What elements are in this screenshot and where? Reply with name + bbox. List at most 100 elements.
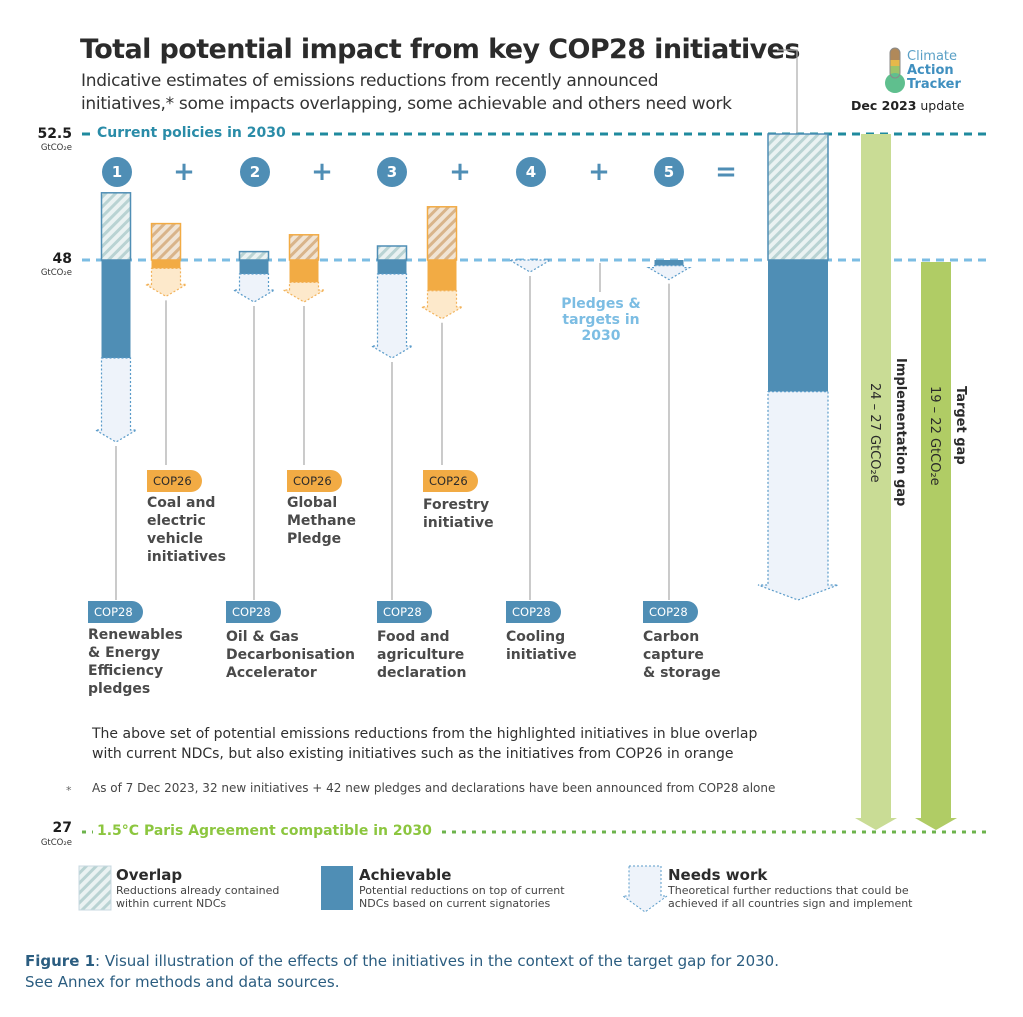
label-line: electric — [147, 513, 206, 529]
label-line: Renewables — [88, 627, 183, 643]
figure-caption: Figure 1: Visual illustration of the eff… — [25, 951, 925, 993]
label-line: vehicle — [147, 531, 203, 547]
cop28-tag: COP28 — [506, 601, 561, 623]
legend-item-needs-work: Needs work Theoretical further reduction… — [668, 866, 913, 910]
logo-line-3: Tracker — [907, 77, 961, 92]
initiative-label-renewables: Renewables & Energy Efficiency pledges — [88, 626, 183, 698]
initiative-label-ccs: Carbon capture & storage — [643, 628, 721, 682]
chart-title: Total potential impact from key COP28 in… — [80, 34, 800, 65]
target-gap-arrow — [915, 262, 957, 830]
bar-needs-work-arrow — [143, 267, 189, 298]
footnote: As of 7 Dec 2023, 32 new initiatives + 4… — [92, 781, 776, 795]
legend-item-overlap: Overlap Reductions already contained wit… — [116, 866, 279, 910]
footnote-marker: * — [66, 784, 72, 797]
update-label: Dec 2023 update — [851, 98, 964, 113]
initiative-label-coal-ev: Coal and electric vehicle initiatives — [147, 494, 226, 566]
y-label-48: 48 — [52, 251, 72, 267]
bar-overlap-segment — [426, 206, 458, 261]
label-line: Food and — [377, 629, 450, 645]
legend-desc: NDCs based on current signatories — [359, 897, 551, 910]
label-line: Forestry — [423, 497, 490, 513]
bar-achievable-segment — [239, 260, 269, 274]
label-line: Methane — [287, 513, 356, 529]
legend-swatch-achievable — [321, 866, 353, 910]
initiative-label-cooling: Cooling initiative — [506, 628, 577, 664]
bar-overlap-segment — [376, 245, 408, 261]
cop28-tag: COP28 — [226, 601, 281, 623]
update-suffix: update — [916, 98, 965, 113]
y-label-52-5: 52.5 — [37, 126, 72, 142]
initiative-number-3: 3 — [377, 157, 407, 187]
bar-achievable-segment — [427, 260, 457, 291]
implementation-gap-range: 24 – 27 GtCO₂e — [867, 383, 882, 483]
y-unit-27: GtCO₂e — [40, 838, 72, 848]
label-line: Cooling — [506, 629, 566, 645]
plus-operator: + — [311, 157, 333, 187]
overlap-note: The above set of potential emissions red… — [92, 724, 832, 764]
bar-needs-work-arrow — [369, 273, 415, 359]
equals-operator: = — [715, 157, 737, 187]
logo-line-1: Climate — [907, 49, 958, 64]
initiative-label-methane: Global Methane Pledge — [287, 494, 356, 548]
initiative-label-oil-gas: Oil & Gas Decarbonisation Accelerator — [226, 628, 355, 682]
initiative-number-1: 1 — [102, 157, 132, 187]
cop26-tag: COP26 — [423, 470, 478, 492]
legend-item-achievable: Achievable Potential reductions on top o… — [359, 866, 565, 910]
plus-operator: + — [588, 157, 610, 187]
bar-achievable-segment — [289, 260, 319, 283]
plus-operator: + — [449, 157, 471, 187]
cop26-tag: COP26 — [147, 470, 202, 492]
bar-overlap-segment — [288, 234, 320, 261]
label-line: & storage — [643, 665, 721, 681]
label-line: Carbon — [643, 629, 700, 645]
initiative-number-2: 2 — [240, 157, 270, 187]
label-line: Decarbonisation — [226, 647, 356, 663]
current-policies-label: Current policies in 2030 — [93, 125, 290, 141]
legend-desc: Potential reductions on top of current — [359, 884, 565, 897]
cop28-tag: COP28 — [88, 601, 143, 623]
label-line: & Energy — [88, 645, 161, 661]
y-label-27: 27 — [52, 820, 72, 836]
legend-desc: within current NDCs — [116, 897, 227, 910]
chart-subtitle: Indicative estimates of emissions reduct… — [81, 70, 801, 116]
label-line: initiative — [506, 647, 577, 663]
pledges-targets-label: Pledges & targets in 2030 — [556, 296, 646, 344]
bar-achievable-segment — [151, 260, 181, 269]
legend-desc: Theoretical further reductions that coul… — [668, 884, 909, 897]
pledges-line: Pledges & targets in 2030 — [561, 296, 641, 344]
subtitle-line-1: Indicative estimates of emissions reduct… — [81, 71, 659, 91]
legend-desc: achieved if all countries sign and imple… — [668, 897, 913, 910]
note-line-1: The above set of potential emissions red… — [92, 726, 758, 742]
initiative-number-5: 5 — [654, 157, 684, 187]
label-line: Efficiency — [88, 663, 164, 679]
note-line-2: with current NDCs, but also existing ini… — [92, 746, 734, 762]
target-gap-range: 19 – 22 GtCO₂e — [927, 386, 942, 486]
thermometer-icon — [885, 47, 905, 93]
total-bar-overlap-segment — [767, 133, 829, 261]
implementation-gap-arrow — [855, 134, 897, 830]
bar-achievable-segment — [377, 260, 407, 274]
bar-needs-work-arrow — [419, 290, 465, 320]
legend-swatch-needs-work — [621, 865, 669, 913]
caption-line-2: See Annex for methods and data sources. — [25, 973, 340, 991]
subtitle-line-2: initiatives,* some impacts overlapping, … — [81, 94, 732, 114]
logo-wordmark: Climate Action Tracker — [907, 50, 961, 92]
bar-overlap-segment — [100, 192, 132, 261]
legend-title: Overlap — [116, 866, 183, 884]
legend-swatch-overlap — [78, 865, 112, 911]
y-unit-48: GtCO₂e — [40, 268, 72, 278]
label-line: agriculture — [377, 647, 465, 663]
bar-needs-work-arrow — [281, 281, 327, 303]
label-line: capture — [643, 647, 704, 663]
update-date: Dec 2023 — [851, 98, 917, 113]
label-line: pledges — [88, 681, 151, 697]
label-line: initiatives — [147, 549, 226, 565]
caption-text: : Visual illustration of the effects of … — [95, 952, 779, 970]
bar-needs-work-arrow — [507, 259, 553, 273]
bar-needs-work-arrow — [93, 357, 139, 443]
label-line: Pledge — [287, 531, 342, 547]
total-bar-achievable-segment — [768, 260, 828, 392]
logo-line-2: Action — [907, 63, 954, 78]
legend-title: Needs work — [668, 866, 768, 884]
paris-compatible-label: 1.5°C Paris Agreement compatible in 2030 — [93, 823, 436, 839]
